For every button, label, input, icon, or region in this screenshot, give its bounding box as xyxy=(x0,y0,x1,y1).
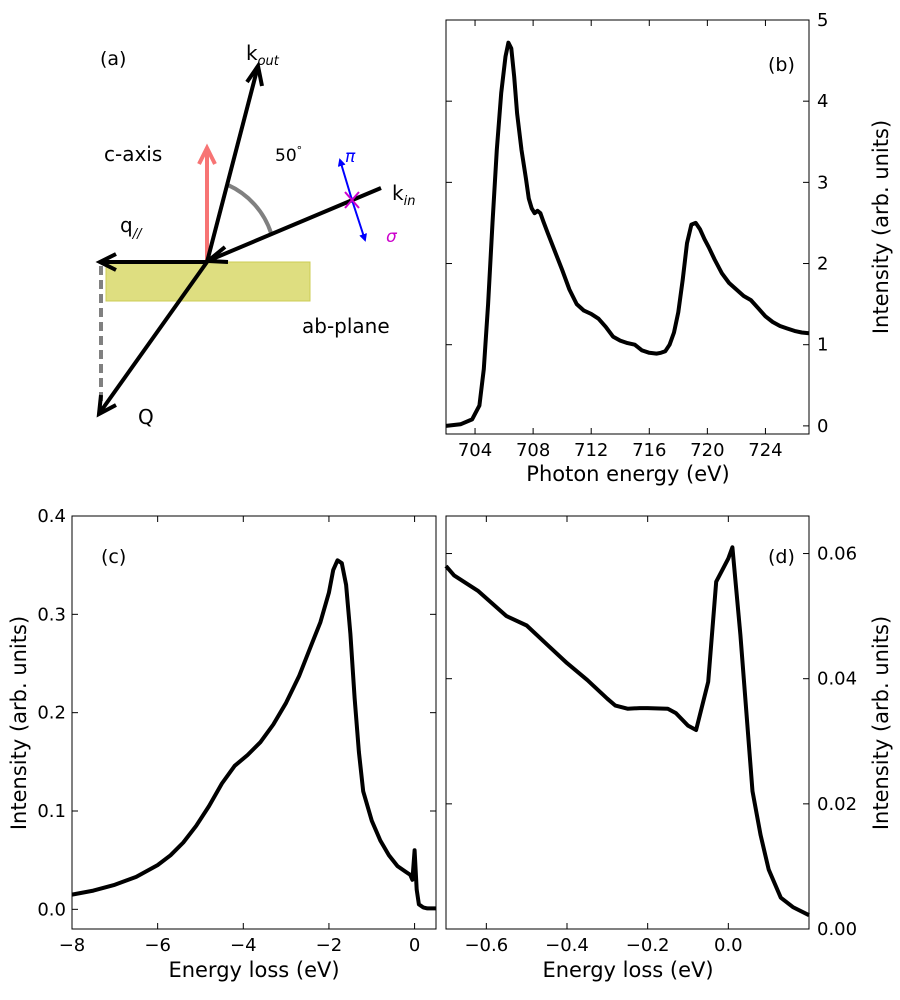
panel-a-diagram: (a) ab-plane c-axis 50° kout kin π σ q// xyxy=(95,41,415,429)
k-in-arrowhead xyxy=(202,245,229,264)
y-tick-label: 0.02 xyxy=(817,794,857,815)
panel-c-chart: −8 −6 −4 −2 0 0.0 0.1 0.2 0.3 0.4 (c) Energy los… xyxy=(7,506,437,982)
panel-d-series-line xyxy=(444,545,810,917)
k-out-arrow xyxy=(205,69,259,263)
x-tick-label: 0 xyxy=(409,935,420,956)
panel-b-y-label: Intensity (arb. units) xyxy=(869,120,893,334)
panel-c-frame xyxy=(71,515,437,930)
pi-polarization-arrow xyxy=(337,158,353,201)
panel-b-y-ticks: 0 1 2 3 4 5 xyxy=(446,10,828,437)
y-tick-label: 3 xyxy=(817,172,828,193)
x-tick-label: −2 xyxy=(316,935,343,956)
sigma-polarization-arrow xyxy=(351,199,367,242)
angle-label: 50° xyxy=(275,144,302,166)
panel-b-x-ticks: 704 708 712 716 720 724 xyxy=(458,20,783,461)
y-tick-label: 0.04 xyxy=(817,669,857,690)
panel-c-y-ticks: 0.0 0.1 0.2 0.3 0.4 xyxy=(37,506,436,920)
panel-c-x-ticks: −8 −6 −4 −2 0 xyxy=(59,516,420,956)
c-axis-label: c-axis xyxy=(104,142,162,166)
y-tick-label: 1 xyxy=(817,335,828,356)
pi-label: π xyxy=(345,147,356,167)
y-tick-label: 0.4 xyxy=(37,506,66,527)
sigma-cross-2 xyxy=(344,191,360,209)
x-tick-label: −6 xyxy=(144,935,171,956)
panel-c-y-label: Intensity (arb. units) xyxy=(7,616,31,830)
x-tick-label: 708 xyxy=(516,440,550,461)
q-parallel-arrowhead xyxy=(95,252,117,272)
k-out-label: kout xyxy=(246,41,280,69)
ab-plane-label: ab-plane xyxy=(302,314,390,338)
c-axis-arrowhead xyxy=(197,143,217,165)
x-tick-label: −0.4 xyxy=(545,935,589,956)
panel-label-c: (c) xyxy=(101,546,126,568)
x-tick-label: 720 xyxy=(690,440,724,461)
x-tick-label: 724 xyxy=(748,440,782,461)
panel-d-y-label: Intensity (arb. units) xyxy=(869,616,893,830)
x-tick-label: −8 xyxy=(59,935,86,956)
x-tick-label: −0.2 xyxy=(626,935,670,956)
y-tick-label: 2 xyxy=(817,254,828,275)
panel-d-x-ticks: −0.6 −0.4 −0.2 0.0 xyxy=(464,516,743,956)
Q-arrow xyxy=(99,260,209,413)
y-tick-label: 0.06 xyxy=(817,544,857,565)
panel-label-d: (d) xyxy=(768,546,795,568)
panel-b-chart: 704 708 712 716 720 724 0 1 2 3 4 5 (b) Photon ene… xyxy=(445,10,893,486)
x-tick-label: −4 xyxy=(230,935,257,956)
x-tick-label: 0.0 xyxy=(714,935,743,956)
y-tick-label: 0.3 xyxy=(37,604,66,625)
panel-b-x-label: Photon energy (eV) xyxy=(526,462,729,486)
panel-label-b: (b) xyxy=(768,54,795,76)
panel-label-a: (a) xyxy=(100,48,126,70)
y-tick-label: 0.0 xyxy=(37,899,66,920)
x-tick-label: 716 xyxy=(632,440,666,461)
y-tick-label: 4 xyxy=(817,91,828,112)
ab-plane-slab xyxy=(105,261,311,302)
x-tick-label: −0.6 xyxy=(464,935,508,956)
sigma-label: σ xyxy=(386,227,398,247)
panel-d-chart: −0.6 −0.4 −0.2 0.0 0.00 0.02 0.04 0.06 (d) Ene… xyxy=(444,515,893,982)
panel-c-x-label: Energy loss (eV) xyxy=(168,958,339,982)
y-tick-label: 0.2 xyxy=(37,703,66,724)
y-tick-label: 0.1 xyxy=(37,801,66,822)
k-in-arrow xyxy=(209,186,382,262)
panel-b-series-line xyxy=(445,40,810,428)
k-in-label: kin xyxy=(392,181,415,209)
k-out-arrowhead xyxy=(245,60,264,87)
panel-d-frame xyxy=(445,515,810,930)
panel-c-series-line xyxy=(71,558,436,911)
angle-arc xyxy=(227,183,273,234)
x-tick-label: 704 xyxy=(458,440,492,461)
panel-b-frame xyxy=(445,19,810,435)
y-tick-label: 5 xyxy=(817,10,828,31)
panel-d-x-label: Energy loss (eV) xyxy=(542,958,713,982)
y-tick-label: 0.00 xyxy=(817,919,857,940)
q-parallel-label: q// xyxy=(120,213,143,242)
x-tick-label: 712 xyxy=(574,440,608,461)
panel-d-y-ticks: 0.00 0.02 0.04 0.06 xyxy=(446,544,857,940)
y-tick-label: 0 xyxy=(817,416,828,437)
Q-label: Q xyxy=(138,405,154,429)
Q-arrowhead xyxy=(96,394,117,418)
